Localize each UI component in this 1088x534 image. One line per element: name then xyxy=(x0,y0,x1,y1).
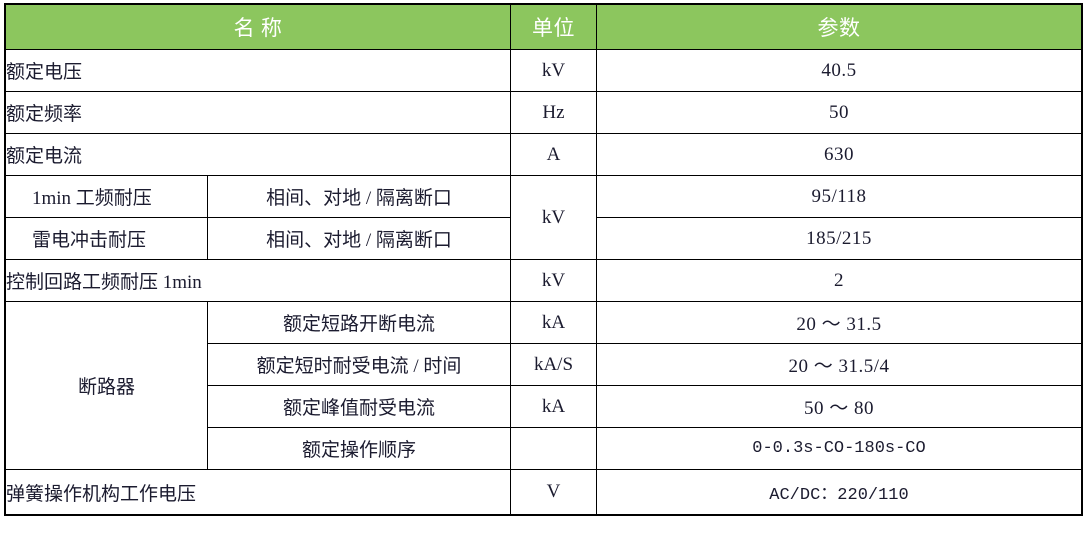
row-sub-rated-operating-sequence: 额定操作顺序 xyxy=(207,427,511,470)
row-unit-rated-frequency: Hz xyxy=(510,91,597,134)
row-name-power-frequency-withstand: 1min 工频耐压 xyxy=(5,175,208,218)
row-param-rated-voltage: 40.5 xyxy=(596,49,1082,92)
row-unit-rated-short-circuit-breaking-current: kA xyxy=(510,301,597,344)
header-row: 名 称 单位 参数 xyxy=(5,4,1082,50)
table-row: 额定短时耐受电流 / 时间 kA/S 20 ～ 31.5/4 xyxy=(6,343,1082,386)
row-unit-rated-peak-withstand-current: kA xyxy=(510,385,597,428)
row-unit-rated-short-time-withstand-current: kA/S xyxy=(510,343,597,386)
row-sub-rated-short-circuit-breaking-current: 额定短路开断电流 xyxy=(207,301,511,344)
header-cell-unit: 单位 xyxy=(510,4,597,50)
table-row: 额定操作顺序 0-0.3s-CO-180s-CO xyxy=(6,427,1082,470)
row-unit-rated-voltage: kV xyxy=(510,49,597,92)
row-param-rated-operating-sequence: 0-0.3s-CO-180s-CO xyxy=(596,427,1082,470)
row-unit-withstand-voltage: kV xyxy=(510,175,597,260)
row-group-label-circuit-breaker: 断路器 xyxy=(5,301,208,470)
table-row: 断路器 额定短路开断电流 kA 20 ～ 31.5 xyxy=(5,301,1082,470)
table-row: 额定频率 Hz 50 xyxy=(5,91,1082,134)
table-row: 控制回路工频耐压 1min kV 2 xyxy=(5,259,1082,302)
row-param-rated-short-circuit-breaking-current: 20 ～ 31.5 xyxy=(596,301,1082,344)
row-param-rated-current: 630 xyxy=(596,133,1082,176)
row-sub-rated-short-time-withstand-current: 额定短时耐受电流 / 时间 xyxy=(207,343,511,386)
row-unit-rated-operating-sequence xyxy=(510,427,597,470)
table-row: 1min 工频耐压 相间、对地 / 隔离断口 kV 95/118 xyxy=(5,175,1082,260)
table-row: 额定电流 A 630 xyxy=(5,133,1082,176)
row-unit-spring-operating-mechanism-voltage: V xyxy=(510,469,597,515)
row-name-lightning-impulse-withstand: 雷电冲击耐压 xyxy=(5,217,208,260)
header-cell-name: 名 称 xyxy=(5,4,511,50)
row-param-spring-operating-mechanism-voltage: AC/DC：220/110 xyxy=(596,469,1082,515)
row-name-control-circuit-withstand: 控制回路工频耐压 1min xyxy=(5,259,511,302)
header-cell-param: 参数 xyxy=(596,4,1082,50)
table-body: 额定电压 kV 40.5 额定频率 Hz 50 额定电流 A 630 1min … xyxy=(5,49,1082,515)
table-row: 雷电冲击耐压 相间、对地 / 隔离断口 185/215 xyxy=(5,217,1082,260)
technical-parameters-table: 名 称 单位 参数 额定电压 kV 40.5 额定频率 Hz 50 额定电流 A xyxy=(4,3,1083,516)
table-row: 弹簧操作机构工作电压 V AC/DC：220/110 xyxy=(5,469,1082,515)
row-sub-power-frequency-withstand: 相间、对地 / 隔离断口 xyxy=(207,175,511,218)
row-param-rated-frequency: 50 xyxy=(596,91,1082,134)
table-row: 额定电压 kV 40.5 xyxy=(5,49,1082,92)
row-param-rated-short-time-withstand-current: 20 ～ 31.5/4 xyxy=(596,343,1082,386)
row-param-lightning-impulse-withstand: 185/215 xyxy=(596,217,1082,260)
row-name-rated-frequency: 额定频率 xyxy=(5,91,511,134)
row-name-rated-current: 额定电流 xyxy=(5,133,511,176)
table-header: 名 称 单位 参数 xyxy=(5,4,1082,50)
row-param-control-circuit-withstand: 2 xyxy=(596,259,1082,302)
row-name-rated-voltage: 额定电压 xyxy=(5,49,511,92)
row-sub-rated-peak-withstand-current: 额定峰值耐受电流 xyxy=(207,385,511,428)
row-param-rated-peak-withstand-current: 50 ～ 80 xyxy=(596,385,1082,428)
row-unit-control-circuit-withstand: kV xyxy=(510,259,597,302)
row-sub-lightning-impulse-withstand: 相间、对地 / 隔离断口 xyxy=(207,217,511,260)
table-row: 额定峰值耐受电流 kA 50 ～ 80 xyxy=(6,385,1082,428)
row-unit-rated-current: A xyxy=(510,133,597,176)
row-name-spring-operating-mechanism-voltage: 弹簧操作机构工作电压 xyxy=(5,469,511,515)
row-param-power-frequency-withstand: 95/118 xyxy=(596,175,1082,218)
